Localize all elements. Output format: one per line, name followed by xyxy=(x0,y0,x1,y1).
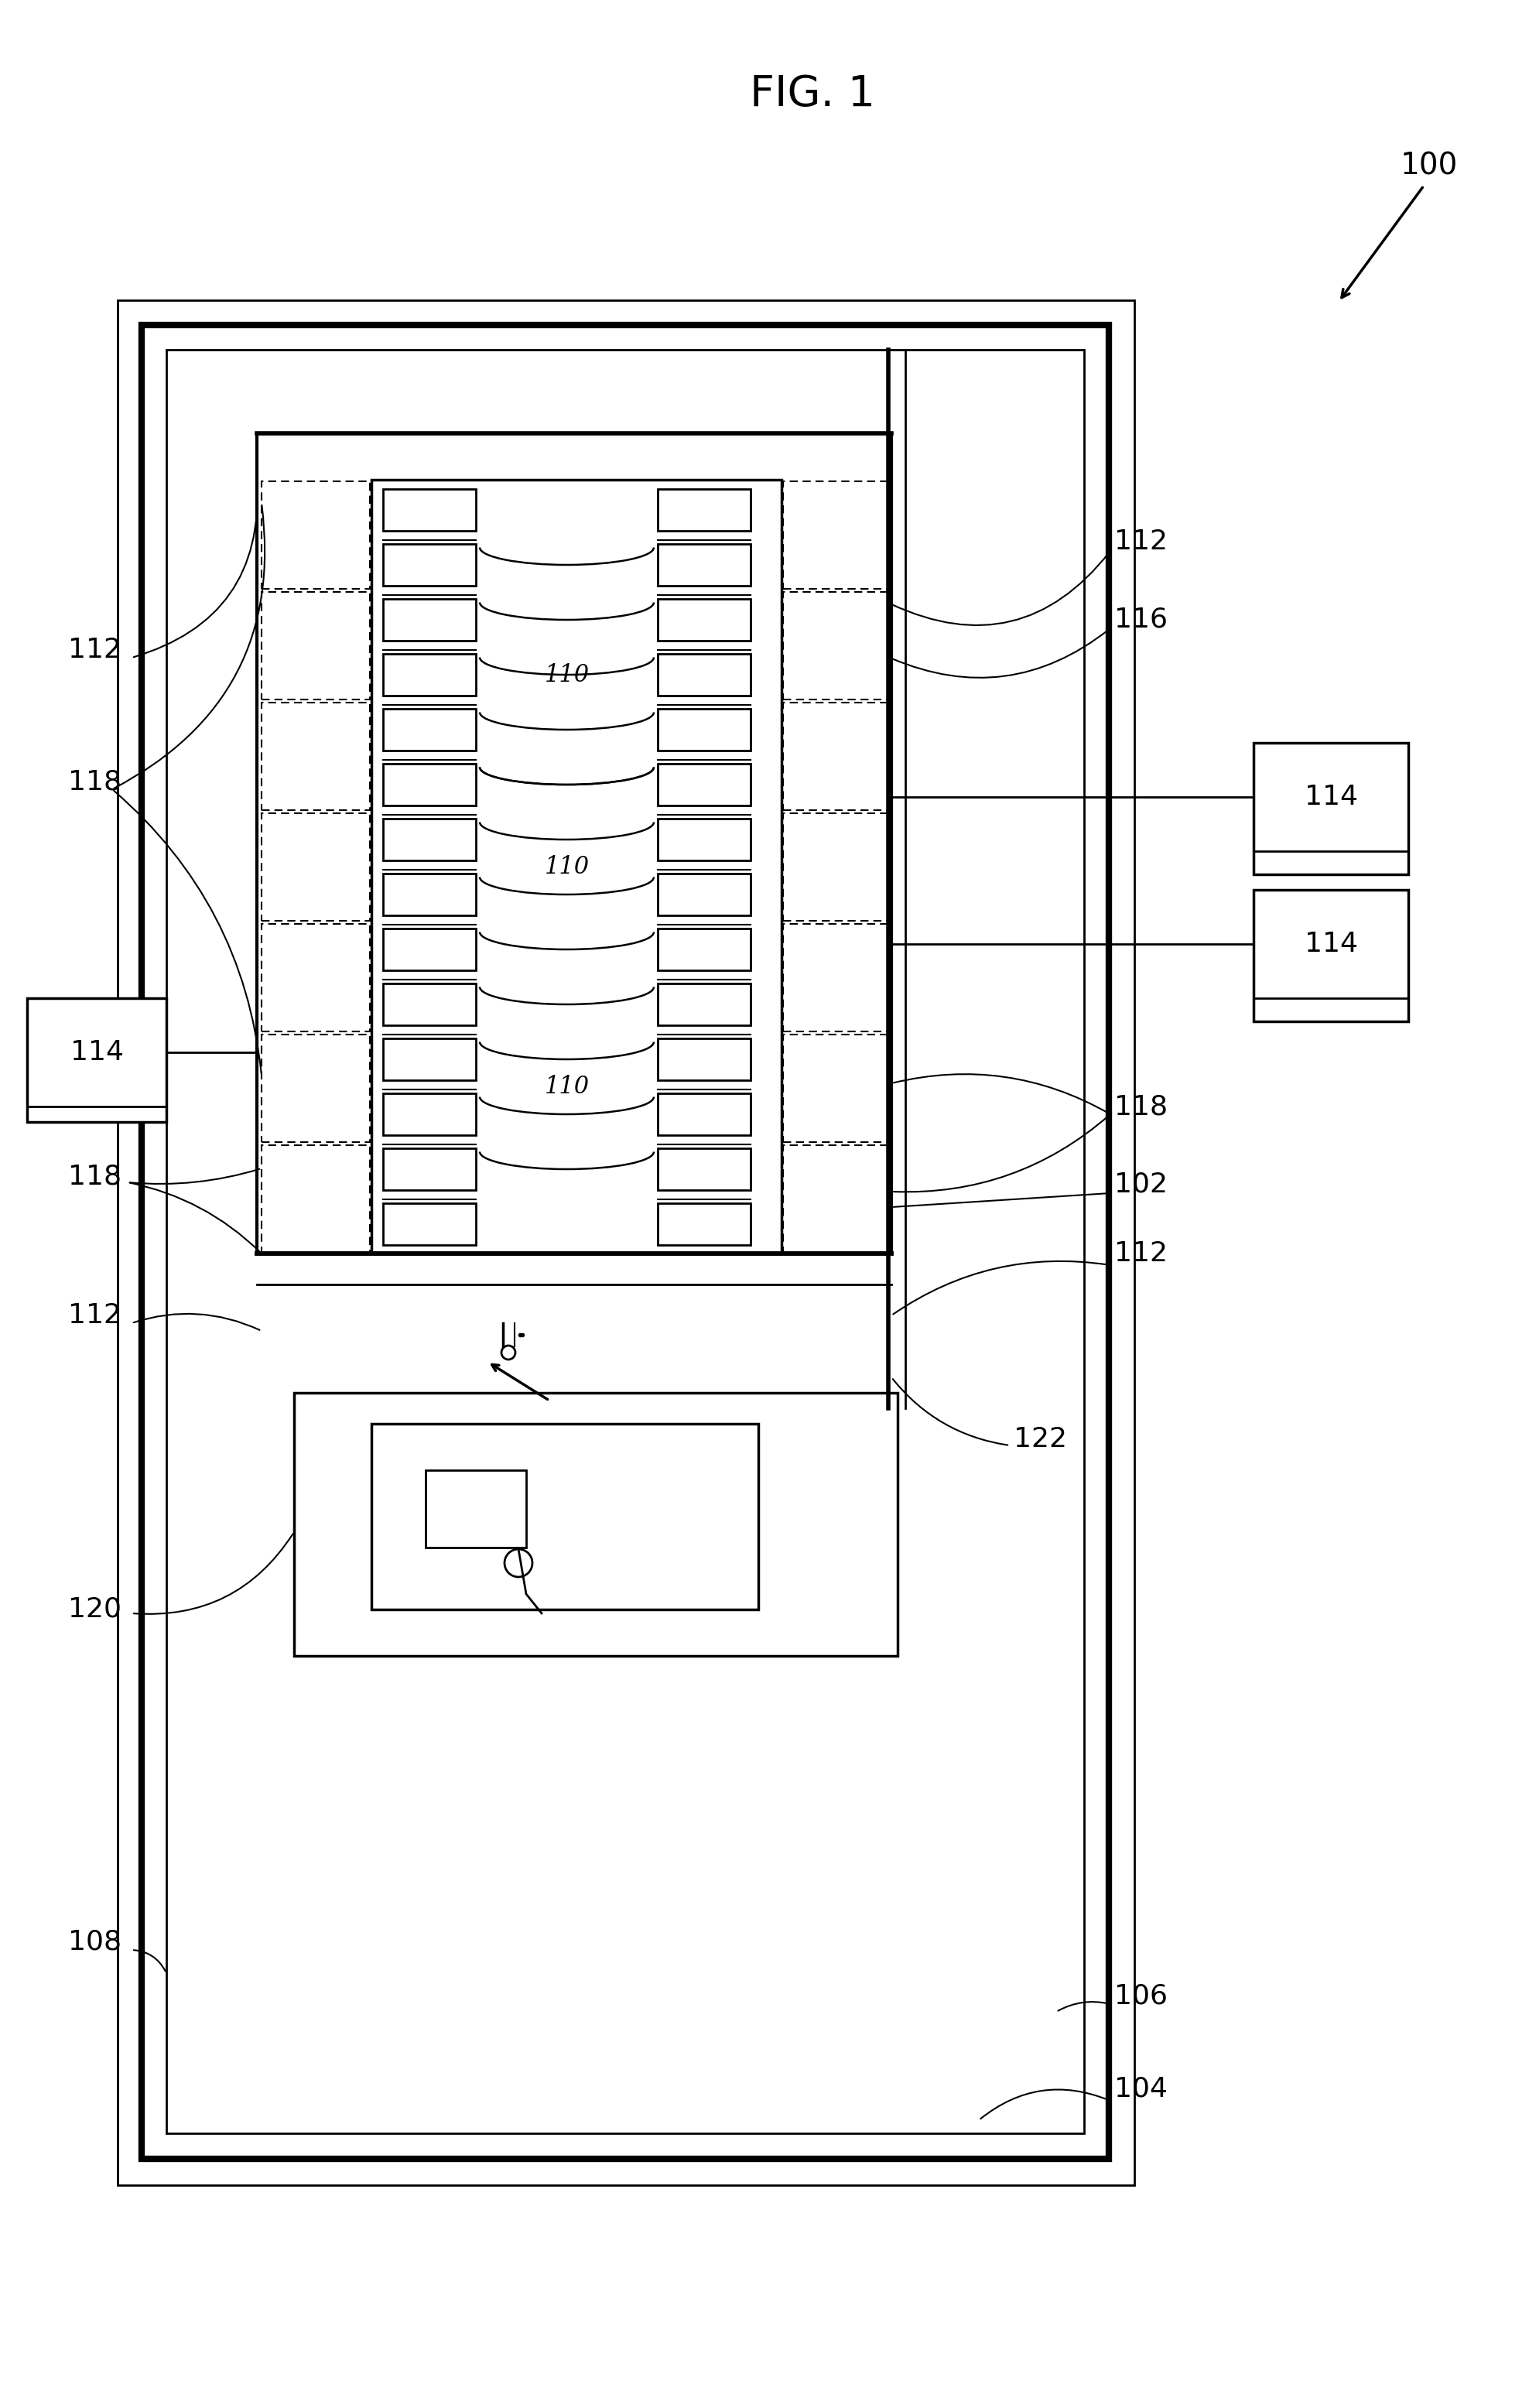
Bar xyxy=(261,925,370,1031)
Bar xyxy=(657,708,751,751)
Circle shape xyxy=(502,1346,515,1361)
Bar xyxy=(384,600,476,641)
Text: 112: 112 xyxy=(1115,527,1168,554)
Bar xyxy=(261,482,370,590)
Bar xyxy=(657,874,751,915)
Text: 108: 108 xyxy=(69,1929,122,1955)
Text: 100: 100 xyxy=(1401,152,1459,181)
Text: 120: 120 xyxy=(69,1597,121,1623)
Bar xyxy=(261,1146,370,1252)
Bar xyxy=(261,703,370,809)
Bar xyxy=(1254,891,1408,1021)
Bar xyxy=(384,544,476,585)
Text: FIG. 1: FIG. 1 xyxy=(749,75,875,116)
Bar xyxy=(783,592,891,698)
Bar xyxy=(384,1204,476,1245)
Bar xyxy=(657,929,751,970)
Text: 114: 114 xyxy=(70,1040,124,1064)
Bar xyxy=(657,1149,751,1190)
Circle shape xyxy=(505,1548,532,1577)
Bar xyxy=(384,489,476,530)
Text: 104: 104 xyxy=(1115,2076,1168,2102)
Bar xyxy=(657,819,751,860)
Bar xyxy=(167,349,1084,2133)
Bar xyxy=(261,1035,370,1141)
Bar xyxy=(257,433,891,1255)
Text: 110: 110 xyxy=(544,662,589,686)
Bar xyxy=(783,703,891,809)
Text: 112: 112 xyxy=(69,1303,121,1329)
Bar xyxy=(372,479,781,1255)
Bar xyxy=(384,819,476,860)
Bar xyxy=(142,325,1109,2160)
Bar xyxy=(657,1038,751,1081)
Text: 110: 110 xyxy=(544,855,589,879)
Bar xyxy=(783,1035,891,1141)
Text: 116: 116 xyxy=(1115,607,1168,633)
Bar xyxy=(118,301,1135,2184)
Bar xyxy=(294,1392,898,1657)
Bar xyxy=(261,814,370,920)
Text: 122: 122 xyxy=(1014,1426,1067,1452)
Bar xyxy=(657,1093,751,1134)
Text: 106: 106 xyxy=(1115,1984,1168,2011)
Text: 114: 114 xyxy=(1304,932,1358,956)
Bar xyxy=(783,1146,891,1252)
Bar xyxy=(384,708,476,751)
Bar xyxy=(384,982,476,1026)
Bar xyxy=(657,655,751,696)
Bar xyxy=(657,982,751,1026)
Bar xyxy=(1254,742,1408,874)
Bar xyxy=(657,1204,751,1245)
Bar xyxy=(384,929,476,970)
Text: 118: 118 xyxy=(69,768,122,795)
Bar xyxy=(783,925,891,1031)
Text: 102: 102 xyxy=(1115,1170,1168,1197)
Bar xyxy=(657,600,751,641)
Text: 118: 118 xyxy=(69,1163,122,1190)
Text: 110: 110 xyxy=(544,1074,589,1098)
Bar xyxy=(28,999,167,1122)
Bar xyxy=(657,544,751,585)
Bar xyxy=(384,1149,476,1190)
Text: 114: 114 xyxy=(1304,785,1358,809)
Text: 112: 112 xyxy=(1115,1240,1168,1267)
Bar xyxy=(657,763,751,807)
Bar xyxy=(384,874,476,915)
Bar xyxy=(372,1423,758,1609)
Bar xyxy=(384,1038,476,1081)
Text: 118: 118 xyxy=(1115,1093,1168,1120)
Bar xyxy=(261,592,370,698)
Bar xyxy=(783,814,891,920)
Bar xyxy=(657,489,751,530)
Bar xyxy=(384,655,476,696)
Bar xyxy=(384,763,476,807)
Bar xyxy=(425,1471,526,1548)
Bar xyxy=(783,482,891,590)
Bar xyxy=(384,1093,476,1134)
Text: 112: 112 xyxy=(69,636,121,662)
